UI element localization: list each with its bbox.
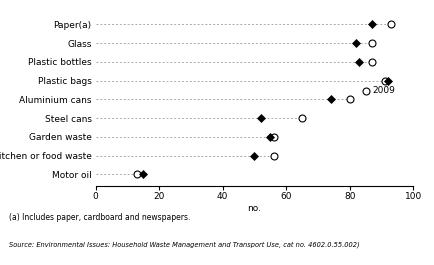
Text: 2009: 2009 <box>371 86 394 95</box>
Text: (a) Includes paper, cardboard and newspapers.: (a) Includes paper, cardboard and newspa… <box>9 213 190 222</box>
Text: Source: Environmental Issues: Household Waste Management and Transport Use, cat : Source: Environmental Issues: Household … <box>9 241 358 248</box>
X-axis label: no.: no. <box>247 204 261 213</box>
